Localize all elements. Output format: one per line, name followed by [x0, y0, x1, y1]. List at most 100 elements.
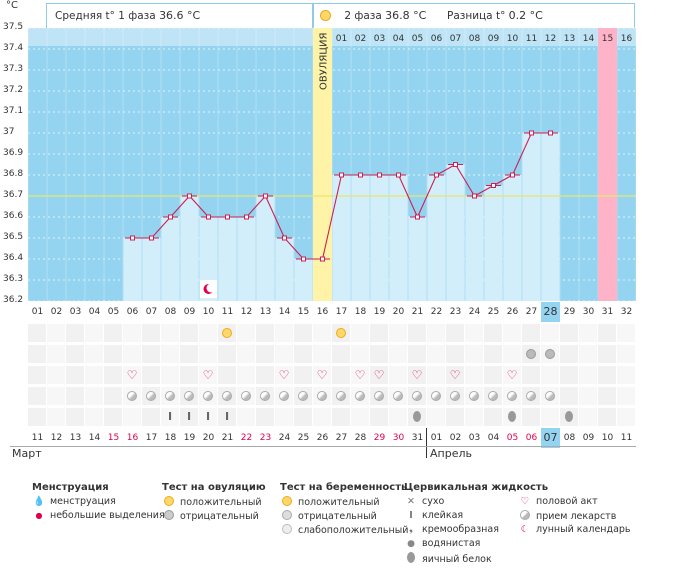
marker-cell[interactable]: [560, 345, 578, 363]
marker-cell[interactable]: [541, 345, 559, 363]
marker-cell[interactable]: [484, 366, 502, 384]
marker-cell[interactable]: [579, 324, 597, 342]
marker-cell[interactable]: [579, 366, 597, 384]
marker-cell[interactable]: [484, 408, 502, 426]
marker-cell[interactable]: [389, 408, 407, 426]
marker-cell[interactable]: [370, 324, 388, 342]
marker-cell[interactable]: [275, 345, 293, 363]
marker-cell[interactable]: [598, 387, 616, 405]
marker-cell[interactable]: [427, 366, 445, 384]
marker-cell[interactable]: [161, 345, 179, 363]
marker-cell[interactable]: [47, 324, 65, 342]
marker-cell[interactable]: [465, 408, 483, 426]
marker-cell[interactable]: [541, 324, 559, 342]
marker-cell[interactable]: [522, 366, 540, 384]
marker-cell[interactable]: [370, 387, 388, 405]
marker-cell[interactable]: [332, 366, 350, 384]
marker-cell[interactable]: [237, 345, 255, 363]
cycle-day-label[interactable]: 24: [468, 307, 481, 317]
marker-cell[interactable]: [161, 366, 179, 384]
marker-cell[interactable]: [560, 366, 578, 384]
marker-cell[interactable]: [446, 408, 464, 426]
marker-cell[interactable]: [427, 324, 445, 342]
marker-cell[interactable]: [579, 408, 597, 426]
marker-cell[interactable]: [104, 408, 122, 426]
marker-cell[interactable]: [332, 408, 350, 426]
marker-cell[interactable]: [104, 387, 122, 405]
cycle-day-label[interactable]: 14: [278, 307, 291, 317]
marker-cell[interactable]: [47, 345, 65, 363]
marker-cell[interactable]: [218, 324, 236, 342]
marker-cell[interactable]: [256, 324, 274, 342]
marker-cell[interactable]: [161, 324, 179, 342]
marker-cell[interactable]: [47, 387, 65, 405]
cycle-day-label[interactable]: 31: [601, 307, 614, 317]
marker-cell[interactable]: [389, 345, 407, 363]
marker-cell[interactable]: [503, 408, 521, 426]
marker-cell[interactable]: [465, 366, 483, 384]
marker-cell[interactable]: I: [199, 408, 217, 426]
marker-cell[interactable]: ♡: [370, 366, 388, 384]
cycle-day-label[interactable]: 23: [449, 307, 462, 317]
marker-cell[interactable]: [85, 345, 103, 363]
marker-cell[interactable]: [66, 387, 84, 405]
calendar-date[interactable]: 20: [202, 433, 215, 443]
marker-cell[interactable]: [370, 408, 388, 426]
calendar-date[interactable]: 25: [297, 433, 310, 443]
marker-cell[interactable]: [28, 408, 46, 426]
marker-cell[interactable]: [484, 387, 502, 405]
calendar-date[interactable]: 26: [316, 433, 329, 443]
marker-cell[interactable]: [598, 345, 616, 363]
marker-cell[interactable]: [199, 324, 217, 342]
marker-cell[interactable]: [351, 324, 369, 342]
marker-cell[interactable]: [237, 324, 255, 342]
marker-cell[interactable]: [446, 345, 464, 363]
marker-cell[interactable]: [275, 387, 293, 405]
marker-cell[interactable]: [351, 345, 369, 363]
cycle-day-label[interactable]: 21: [411, 307, 424, 317]
marker-cell[interactable]: ♡: [275, 366, 293, 384]
marker-cell[interactable]: [617, 408, 635, 426]
marker-cell[interactable]: [541, 408, 559, 426]
marker-cell[interactable]: ♡: [503, 366, 521, 384]
cycle-day-label[interactable]: 27: [525, 307, 538, 317]
cycle-day-label[interactable]: 19: [373, 307, 386, 317]
cycle-day-label[interactable]: 09: [183, 307, 196, 317]
marker-cell[interactable]: [313, 345, 331, 363]
marker-cell[interactable]: [427, 387, 445, 405]
marker-cell[interactable]: [85, 324, 103, 342]
marker-cell[interactable]: [427, 345, 445, 363]
calendar-date[interactable]: 23: [259, 433, 272, 443]
cycle-day-label[interactable]: 08: [164, 307, 177, 317]
marker-cell[interactable]: [294, 345, 312, 363]
cycle-day-label[interactable]: 02: [50, 307, 63, 317]
calendar-date[interactable]: 27: [335, 433, 348, 443]
cycle-day-label[interactable]: 15: [297, 307, 310, 317]
marker-cell[interactable]: [28, 345, 46, 363]
marker-cell[interactable]: ♡: [123, 366, 141, 384]
marker-cell[interactable]: [123, 408, 141, 426]
marker-cell[interactable]: [389, 366, 407, 384]
marker-cell[interactable]: [617, 366, 635, 384]
calendar-date[interactable]: 11: [31, 433, 44, 443]
calendar-date[interactable]: 29: [373, 433, 386, 443]
cycle-day-label[interactable]: 03: [69, 307, 82, 317]
marker-cell[interactable]: [465, 324, 483, 342]
marker-cell[interactable]: [218, 345, 236, 363]
calendar-date[interactable]: 12: [50, 433, 63, 443]
cycle-day-label[interactable]: 12: [240, 307, 253, 317]
marker-cell[interactable]: [275, 324, 293, 342]
marker-cell[interactable]: [237, 408, 255, 426]
marker-cell[interactable]: ♡: [408, 366, 426, 384]
marker-cell[interactable]: [617, 345, 635, 363]
cycle-day-label[interactable]: 11: [221, 307, 234, 317]
marker-cell[interactable]: [522, 324, 540, 342]
marker-cell[interactable]: [218, 366, 236, 384]
marker-cell[interactable]: [123, 387, 141, 405]
marker-cell[interactable]: [47, 408, 65, 426]
marker-cell[interactable]: [199, 345, 217, 363]
cycle-day-label[interactable]: 18: [354, 307, 367, 317]
calendar-date[interactable]: 19: [183, 433, 196, 443]
marker-cell[interactable]: [180, 366, 198, 384]
marker-cell[interactable]: [256, 345, 274, 363]
